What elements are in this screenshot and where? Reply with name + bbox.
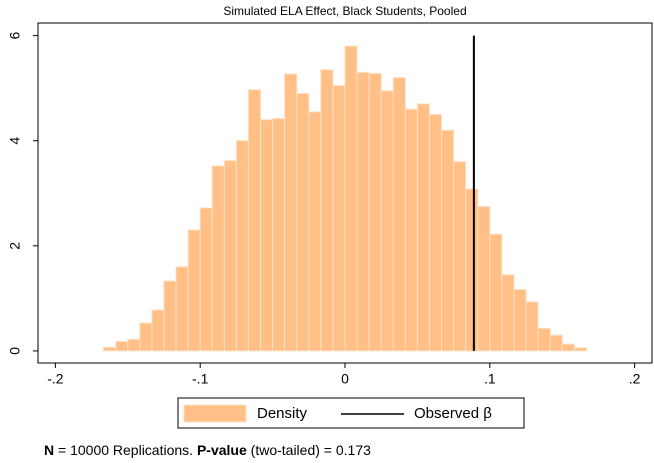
bar (115, 340, 129, 352)
bar (441, 129, 455, 352)
bar (368, 72, 382, 352)
note-part: N (44, 442, 54, 458)
bar (284, 73, 298, 352)
x-tick-label: .1 (484, 371, 496, 387)
bar (211, 165, 225, 352)
bar (513, 288, 527, 352)
bar (127, 338, 141, 352)
bar (344, 45, 358, 352)
legend-label: Density (257, 405, 308, 422)
bar (416, 103, 430, 352)
bar (489, 233, 503, 352)
x-tick-label: -.2 (47, 371, 64, 387)
legend-swatch (183, 404, 247, 423)
note-part: (two-tailed) = 0.173 (247, 442, 371, 458)
bar (163, 280, 177, 352)
bar (477, 205, 491, 352)
y-tick-label: 2 (7, 242, 23, 250)
bar (199, 207, 213, 352)
bar (428, 113, 443, 352)
y-tick-label: 0 (7, 347, 23, 355)
bar (139, 322, 153, 352)
bar (151, 309, 165, 352)
bar (247, 89, 262, 352)
bar (332, 85, 346, 352)
note-part: P-value (197, 442, 247, 458)
chart-title: Simulated ELA Effect, Black Students, Po… (223, 4, 466, 18)
bar (537, 327, 551, 352)
bar (453, 161, 467, 352)
bar (320, 69, 334, 352)
bar (103, 346, 117, 352)
bar (549, 334, 563, 352)
bar (573, 347, 587, 352)
bar (187, 229, 201, 352)
x-tick-label: -.1 (192, 371, 209, 387)
bar (465, 188, 479, 352)
bar (501, 274, 515, 352)
bar (272, 118, 286, 352)
bar (308, 111, 322, 352)
bar (296, 92, 310, 352)
note: N = 10000 Replications. P-value (two-tai… (44, 442, 371, 458)
bar (356, 71, 370, 352)
bar (561, 343, 575, 352)
x-tick-label: 0 (341, 371, 349, 387)
bar (235, 140, 249, 352)
bar (223, 160, 237, 352)
bar (260, 119, 274, 352)
bar (175, 266, 189, 352)
y-tick-label: 4 (7, 137, 23, 145)
bar (404, 108, 418, 352)
legend-label: Observed β (414, 405, 492, 422)
bar (392, 77, 406, 352)
bar (525, 301, 539, 352)
y-tick-label: 6 (7, 32, 23, 40)
note-part: = 10000 Replications. (54, 442, 197, 458)
x-tick-label: .2 (629, 371, 641, 387)
bar (380, 90, 394, 352)
